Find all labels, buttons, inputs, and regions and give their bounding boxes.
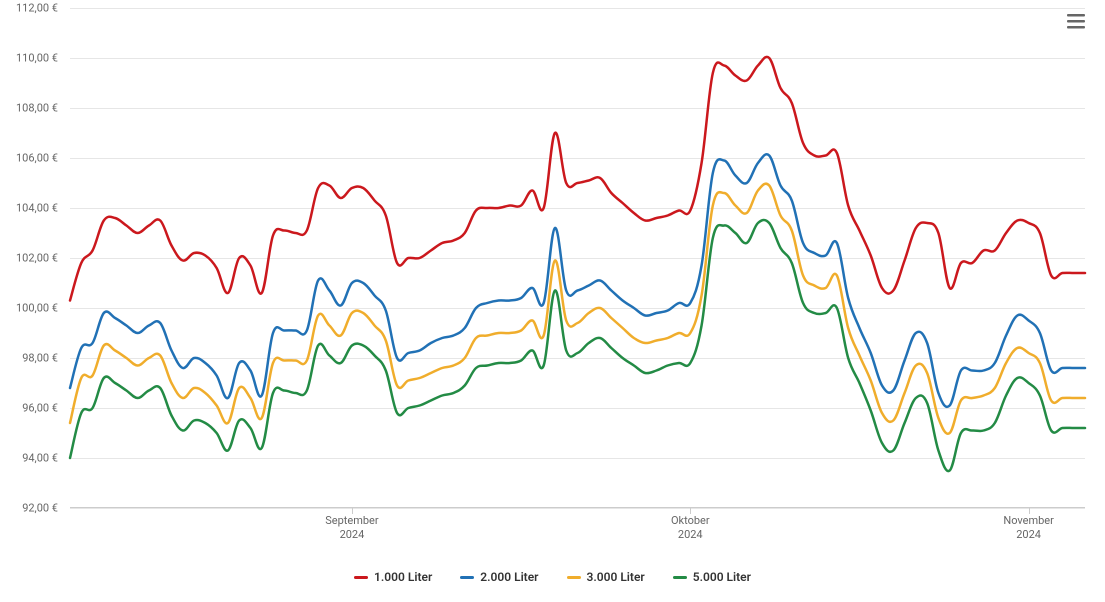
y-tick-label: 96,00 € <box>22 402 58 415</box>
x-tick-label: November2024 <box>1003 514 1054 543</box>
legend-label: 1.000 Liter <box>374 570 432 584</box>
chart-lines <box>70 8 1085 508</box>
legend-label: 3.000 Liter <box>587 570 645 584</box>
x-tick-year: 2024 <box>1003 528 1054 542</box>
plot-area <box>70 8 1085 508</box>
gridline <box>70 508 1085 509</box>
price-chart: 92,00 € 94,00 € 96,00 € 98,00 € 100,00 € 102,… <box>0 0 1105 602</box>
series-line-s4 <box>70 220 1085 471</box>
x-tick-label: Oktober2024 <box>671 514 710 543</box>
x-tick-label: September2024 <box>325 514 378 543</box>
y-tick-label: 94,00 € <box>22 452 58 465</box>
legend-item-s2[interactable]: 2.000 Liter <box>460 570 538 584</box>
x-tick-month: Oktober <box>671 514 710 528</box>
y-tick-label: 92,00 € <box>22 502 58 515</box>
series-line-s3 <box>70 184 1085 434</box>
legend-swatch <box>673 576 687 579</box>
x-tick-month: September <box>325 514 378 528</box>
y-tick-label: 102,00 € <box>16 252 58 265</box>
x-tick-month: November <box>1003 514 1054 528</box>
series-line-s1 <box>70 57 1085 301</box>
y-tick-label: 112,00 € <box>16 2 58 15</box>
y-tick-label: 104,00 € <box>16 202 58 215</box>
legend-label: 5.000 Liter <box>693 570 751 584</box>
legend-label: 2.000 Liter <box>480 570 538 584</box>
legend-item-s1[interactable]: 1.000 Liter <box>354 570 432 584</box>
x-tick-year: 2024 <box>671 528 710 542</box>
legend-item-s4[interactable]: 5.000 Liter <box>673 570 751 584</box>
legend: 1.000 Liter 2.000 Liter 3.000 Liter 5.000 L… <box>0 570 1105 584</box>
legend-swatch <box>460 576 474 579</box>
y-tick-label: 106,00 € <box>16 152 58 165</box>
x-tick-year: 2024 <box>325 528 378 542</box>
legend-swatch <box>354 576 368 579</box>
legend-item-s3[interactable]: 3.000 Liter <box>567 570 645 584</box>
y-tick-label: 110,00 € <box>16 52 58 65</box>
y-tick-label: 98,00 € <box>22 352 58 365</box>
x-axis: September2024Oktober2024November2024 <box>70 514 1085 554</box>
y-axis: 92,00 €94,00 €96,00 €98,00 €100,00 €102,… <box>0 8 62 508</box>
y-tick-label: 100,00 € <box>16 302 58 315</box>
legend-swatch <box>567 576 581 579</box>
y-tick-label: 108,00 € <box>16 102 58 115</box>
x-axis-line <box>70 507 1085 508</box>
